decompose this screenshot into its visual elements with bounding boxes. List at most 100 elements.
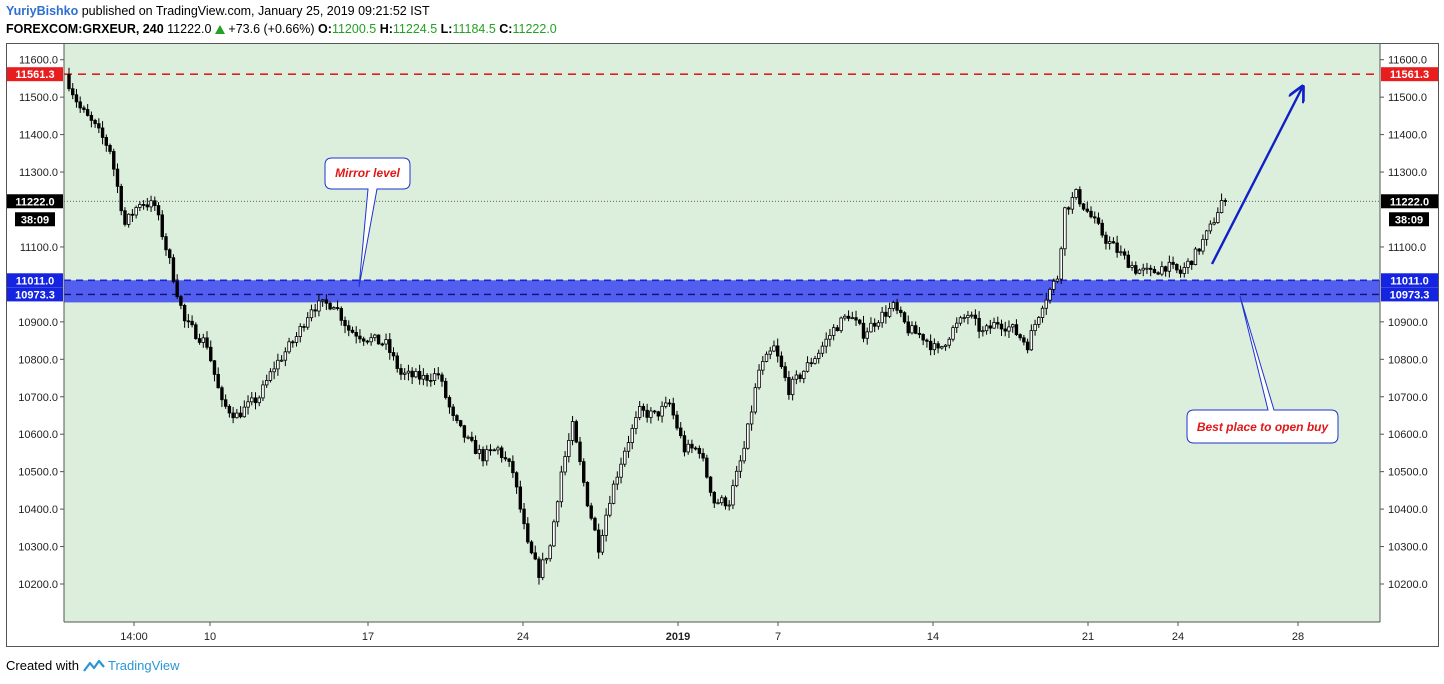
- candle-bearish: [701, 453, 705, 459]
- candle-bearish: [335, 307, 340, 309]
- candle-bearish: [1096, 217, 1101, 224]
- last-price: 11222.0: [167, 22, 212, 36]
- candle-bearish: [835, 327, 840, 332]
- y-tick-label-left: 10300.0: [18, 542, 58, 554]
- candle-bearish: [585, 481, 590, 507]
- candle-bullish: [201, 337, 205, 343]
- candle-bullish: [757, 369, 761, 389]
- candle-bullish: [630, 428, 634, 443]
- candle-bullish: [761, 361, 765, 371]
- y-tick-label-left: 11600.0: [19, 55, 58, 67]
- y-tick-label-left: 10700.0: [18, 392, 58, 404]
- candle-bearish: [921, 334, 925, 341]
- candle-bullish: [742, 447, 746, 462]
- candle-bullish: [727, 504, 731, 507]
- y-tick-label-right: 10300.0: [1388, 542, 1428, 554]
- candle-bearish: [97, 123, 101, 129]
- author-link[interactable]: YuriyBishko: [6, 4, 79, 18]
- y-tick-label-left: 11100.0: [20, 242, 58, 254]
- candle-bearish: [78, 101, 82, 109]
- candle-bullish: [831, 327, 836, 336]
- candle-bearish: [223, 399, 228, 407]
- candle-bearish: [783, 366, 787, 378]
- candle-bearish: [481, 449, 485, 462]
- candle-bearish: [197, 338, 202, 343]
- candle-bullish: [552, 521, 556, 547]
- candle-bullish: [753, 387, 758, 413]
- publish-info: YuriyBishko published on TradingView.com…: [6, 4, 430, 18]
- candle-bearish: [645, 409, 649, 418]
- candle-bearish: [656, 411, 661, 417]
- candle-bullish: [764, 353, 769, 362]
- candle-bullish: [1219, 200, 1224, 213]
- candle-bearish: [1156, 272, 1160, 275]
- candle-bullish: [981, 330, 985, 333]
- zone-top-pill-right: [1381, 273, 1438, 288]
- candle-bearish: [425, 374, 429, 381]
- candle-bullish: [664, 402, 668, 407]
- candle-bearish: [417, 371, 422, 380]
- candle-bullish: [813, 358, 817, 364]
- candle-bullish: [485, 449, 489, 462]
- candle-bearish: [492, 449, 496, 452]
- candle-bullish: [839, 317, 843, 332]
- mirror-level-callout: [324, 157, 411, 288]
- candle-bearish: [74, 94, 79, 103]
- candle-bullish: [649, 410, 653, 418]
- zone-top-pill-right-text: 11011.0: [1390, 275, 1429, 287]
- candle-bullish: [567, 440, 571, 457]
- resistance-pill-right: [1381, 67, 1438, 82]
- candle-bullish: [1107, 241, 1112, 244]
- candle-bearish: [380, 343, 385, 346]
- candle-bearish: [705, 457, 709, 478]
- candle-bearish: [1223, 200, 1227, 202]
- candle-bullish: [731, 485, 735, 506]
- candle-bearish: [593, 517, 597, 531]
- candle-bearish: [82, 107, 86, 110]
- candle-bullish: [623, 450, 627, 465]
- zone-bottom-pill-left: [7, 287, 63, 302]
- candle-bullish: [768, 350, 772, 355]
- y-tick-label-left: 10200.0: [18, 579, 58, 591]
- support-zone: [64, 280, 1380, 303]
- candle-bullish: [1063, 207, 1067, 250]
- candle-bullish: [250, 397, 254, 403]
- candle-bearish: [667, 402, 672, 405]
- candle-bearish: [227, 405, 232, 414]
- x-tick-label: 21: [1082, 631, 1094, 643]
- candle-bearish: [399, 368, 403, 375]
- candle-bearish: [1171, 261, 1175, 265]
- candle-bullish: [283, 351, 288, 361]
- y-tick-label-right: 10700.0: [1388, 392, 1428, 404]
- candle-bullish: [828, 334, 832, 340]
- candle-bearish: [194, 324, 198, 339]
- candle-bearish: [220, 387, 224, 401]
- candle-bearish: [231, 412, 235, 419]
- candle-bearish: [641, 406, 646, 411]
- candle-bullish: [876, 322, 881, 327]
- candle-bullish: [716, 502, 720, 505]
- y-tick-label-left: 10400.0: [18, 504, 58, 516]
- candle-bearish: [787, 377, 791, 396]
- candle-bearish: [451, 406, 455, 417]
- last-price-pill-left-text: 11222.0: [15, 196, 54, 208]
- candle-bearish: [779, 355, 784, 368]
- candle-bearish: [537, 558, 541, 578]
- candle-bearish: [291, 341, 295, 344]
- x-tick-label: 28: [1292, 631, 1304, 643]
- created-with-text: Created with: [6, 658, 79, 673]
- candle-bearish: [507, 458, 511, 462]
- y-tick-label-right: 10400.0: [1388, 504, 1428, 516]
- countdown-pill-left: [15, 212, 55, 227]
- candle-bullish: [1055, 278, 1060, 282]
- candle-bearish: [212, 360, 217, 375]
- zone-bottom-pill-left-text: 10973.3: [15, 289, 55, 301]
- candle-bullish: [966, 315, 970, 318]
- candle-bearish: [1093, 216, 1097, 219]
- last-price-pill-right-text: 11222.0: [1390, 196, 1429, 208]
- candle-bullish: [264, 380, 269, 386]
- candle-bearish: [108, 144, 112, 152]
- tradingview-brand[interactable]: TradingView: [107, 658, 180, 673]
- candle-bearish: [119, 185, 123, 212]
